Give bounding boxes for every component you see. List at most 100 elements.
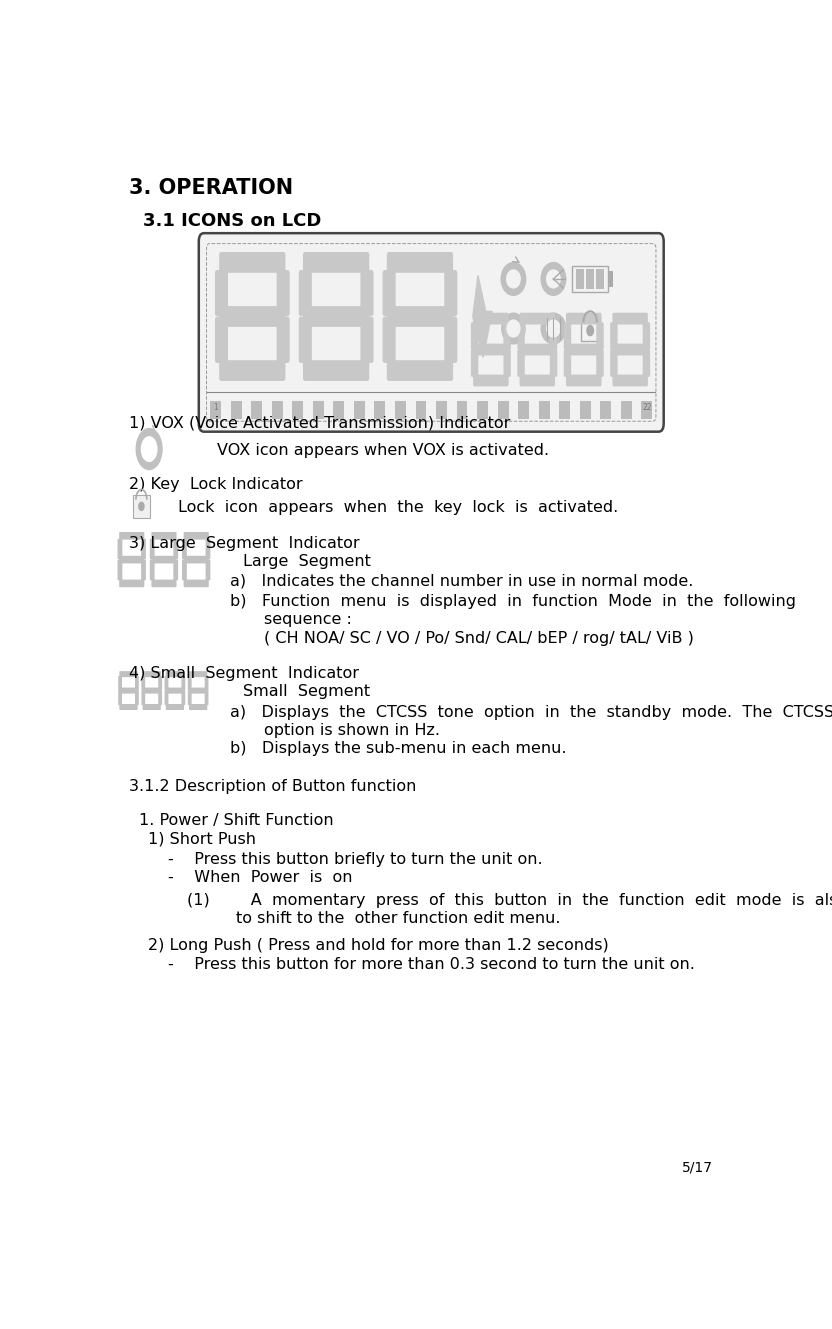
FancyBboxPatch shape [303, 306, 369, 327]
FancyBboxPatch shape [188, 691, 191, 706]
FancyBboxPatch shape [612, 375, 648, 387]
FancyBboxPatch shape [118, 691, 122, 706]
Text: -    When  Power  is  on: - When Power is on [169, 870, 353, 885]
FancyBboxPatch shape [471, 350, 478, 377]
Bar [292, 401, 303, 419]
Text: 2) Long Push ( Press and hold for more than 1.2 seconds): 2) Long Push ( Press and hold for more t… [148, 938, 608, 953]
FancyBboxPatch shape [166, 687, 184, 694]
FancyBboxPatch shape [119, 704, 137, 710]
FancyBboxPatch shape [444, 270, 458, 316]
FancyBboxPatch shape [566, 312, 602, 324]
FancyBboxPatch shape [165, 676, 168, 691]
Polygon shape [473, 275, 493, 358]
Bar [133, 496, 150, 517]
FancyBboxPatch shape [503, 322, 511, 350]
FancyBboxPatch shape [189, 671, 207, 678]
Bar [334, 401, 344, 419]
FancyBboxPatch shape [165, 691, 168, 706]
FancyBboxPatch shape [150, 560, 155, 581]
FancyBboxPatch shape [118, 676, 122, 691]
FancyBboxPatch shape [141, 676, 146, 691]
Text: Large  Segment: Large Segment [243, 554, 370, 569]
Text: sequence :: sequence : [264, 613, 352, 627]
FancyBboxPatch shape [119, 556, 144, 563]
FancyBboxPatch shape [299, 316, 312, 363]
Text: option is shown in Hz.: option is shown in Hz. [264, 723, 440, 738]
Text: Small  Segment: Small Segment [243, 684, 369, 699]
FancyBboxPatch shape [119, 687, 137, 694]
FancyBboxPatch shape [610, 350, 617, 377]
Text: 3. OPERATION: 3. OPERATION [128, 178, 293, 198]
Text: 1) VOX (Voice Activated Transmission) Indicator: 1) VOX (Voice Activated Transmission) In… [128, 416, 510, 431]
Bar [596, 268, 604, 290]
FancyBboxPatch shape [188, 676, 191, 691]
Bar [518, 401, 529, 419]
FancyBboxPatch shape [219, 306, 285, 327]
Circle shape [136, 429, 162, 469]
Bar [539, 401, 550, 419]
FancyBboxPatch shape [276, 270, 290, 316]
Text: 5/17: 5/17 [681, 1160, 713, 1175]
FancyBboxPatch shape [173, 560, 178, 581]
FancyBboxPatch shape [189, 687, 207, 694]
FancyBboxPatch shape [387, 360, 453, 381]
Bar [251, 401, 262, 419]
FancyBboxPatch shape [219, 253, 285, 272]
FancyBboxPatch shape [473, 375, 508, 387]
FancyBboxPatch shape [564, 322, 572, 350]
FancyBboxPatch shape [151, 532, 176, 540]
Text: VOX icon appears when VOX is activated.: VOX icon appears when VOX is activated. [217, 443, 549, 457]
FancyBboxPatch shape [360, 270, 374, 316]
FancyBboxPatch shape [151, 556, 176, 563]
FancyBboxPatch shape [518, 322, 525, 350]
FancyBboxPatch shape [471, 322, 478, 350]
FancyBboxPatch shape [189, 704, 207, 710]
Circle shape [141, 437, 157, 461]
FancyBboxPatch shape [119, 532, 144, 540]
Bar [415, 401, 427, 419]
Bar [572, 266, 608, 292]
FancyBboxPatch shape [387, 253, 453, 272]
FancyBboxPatch shape [215, 316, 228, 363]
FancyBboxPatch shape [182, 560, 187, 581]
Bar [436, 401, 447, 419]
Bar [395, 401, 406, 419]
Ellipse shape [507, 320, 520, 338]
FancyBboxPatch shape [166, 671, 184, 678]
FancyBboxPatch shape [503, 350, 511, 377]
Bar [498, 401, 508, 419]
FancyBboxPatch shape [383, 270, 396, 316]
FancyBboxPatch shape [181, 691, 186, 706]
FancyBboxPatch shape [206, 560, 210, 581]
Text: 3.1.2 Description of Button function: 3.1.2 Description of Button function [128, 779, 416, 795]
Ellipse shape [507, 270, 520, 288]
Text: b)   Displays the sub-menu in each menu.: b) Displays the sub-menu in each menu. [230, 742, 567, 756]
Text: (1)        A  momentary  press  of  this  button  in  the  function  edit  mode : (1) A momentary press of this button in … [186, 893, 832, 908]
FancyBboxPatch shape [206, 538, 210, 560]
FancyBboxPatch shape [519, 344, 555, 355]
FancyBboxPatch shape [564, 350, 572, 377]
FancyBboxPatch shape [473, 312, 508, 324]
FancyBboxPatch shape [184, 532, 209, 540]
FancyBboxPatch shape [119, 671, 137, 678]
FancyBboxPatch shape [383, 316, 396, 363]
FancyBboxPatch shape [166, 704, 184, 710]
FancyBboxPatch shape [642, 350, 650, 377]
Bar [586, 268, 594, 290]
FancyBboxPatch shape [173, 538, 178, 560]
Bar [559, 401, 570, 419]
Text: 3.1 ICONS on LCD: 3.1 ICONS on LCD [143, 211, 321, 230]
Bar [608, 271, 613, 287]
Text: ( CH NOA/ SC / VO / Po/ Snd/ CAL/ bEP / rog/ tAL/ ViB ): ( CH NOA/ SC / VO / Po/ Snd/ CAL/ bEP / … [264, 631, 694, 646]
FancyBboxPatch shape [219, 360, 285, 381]
FancyBboxPatch shape [117, 560, 122, 581]
Text: b)   Function  menu  is  displayed  in  function  Mode  in  the  following: b) Function menu is displayed in functio… [230, 594, 795, 609]
FancyBboxPatch shape [612, 312, 648, 324]
FancyBboxPatch shape [142, 671, 161, 678]
FancyBboxPatch shape [597, 350, 604, 377]
FancyBboxPatch shape [610, 322, 617, 350]
FancyBboxPatch shape [299, 270, 312, 316]
FancyBboxPatch shape [141, 691, 146, 706]
FancyBboxPatch shape [303, 360, 369, 381]
Bar [457, 401, 468, 419]
